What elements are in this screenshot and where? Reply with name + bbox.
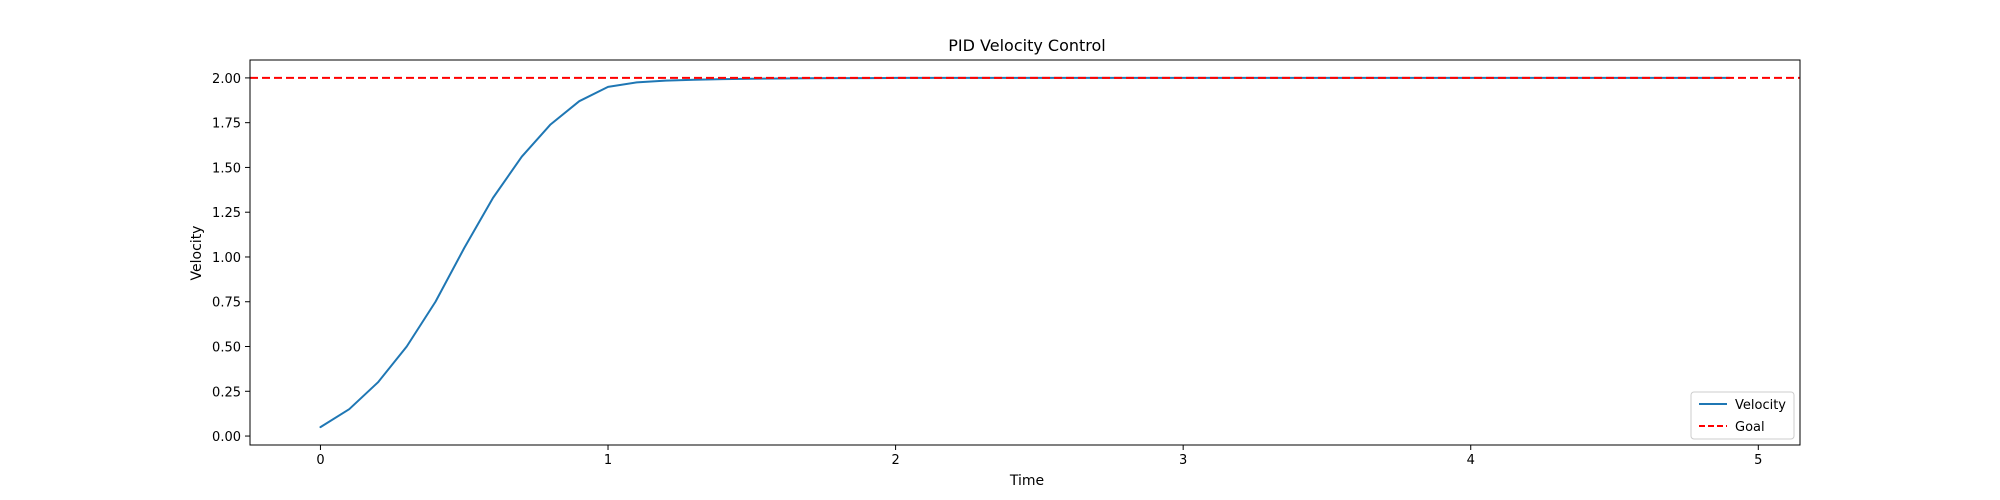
y-tick-label: 0.75 — [212, 296, 241, 311]
plot-area — [250, 76, 1800, 429]
x-tick-label: 3 — [1179, 453, 1187, 468]
plot-frame — [249, 59, 1801, 446]
x-tick-label: 0 — [316, 453, 324, 468]
series-layer — [250, 76, 1800, 429]
y-tick-label: 0.50 — [212, 341, 241, 356]
y-tick-label: 1.75 — [212, 117, 241, 132]
legend-label-velocity: Velocity — [1735, 398, 1786, 413]
y-tick-label: 0.00 — [212, 430, 241, 445]
x-tick-label: 2 — [891, 453, 899, 468]
y-tick-label: 1.50 — [212, 161, 241, 176]
y-tick-label: 1.00 — [212, 251, 241, 266]
y-tick-label: 1.25 — [212, 206, 241, 221]
y-axis-label: Velocity — [189, 226, 205, 281]
x-tick-label: 1 — [604, 453, 612, 468]
y-tick-label: 0.25 — [212, 385, 241, 400]
y-tick-label: 2.00 — [212, 72, 241, 87]
x-tick-label: 5 — [1754, 453, 1762, 468]
x-axis-label: Time — [1009, 473, 1044, 489]
y-axis: 0.00 0.25 0.50 0.75 1.00 1.25 1.50 1.75 2.00 — [212, 72, 250, 445]
x-axis: 0 1 2 3 4 5 — [316, 445, 1762, 468]
legend-label-goal: Goal — [1735, 420, 1765, 435]
x-tick-label: 4 — [1467, 453, 1475, 468]
legend: Velocity Goal — [1690, 391, 1795, 440]
chart-title: PID Velocity Control — [948, 36, 1105, 55]
